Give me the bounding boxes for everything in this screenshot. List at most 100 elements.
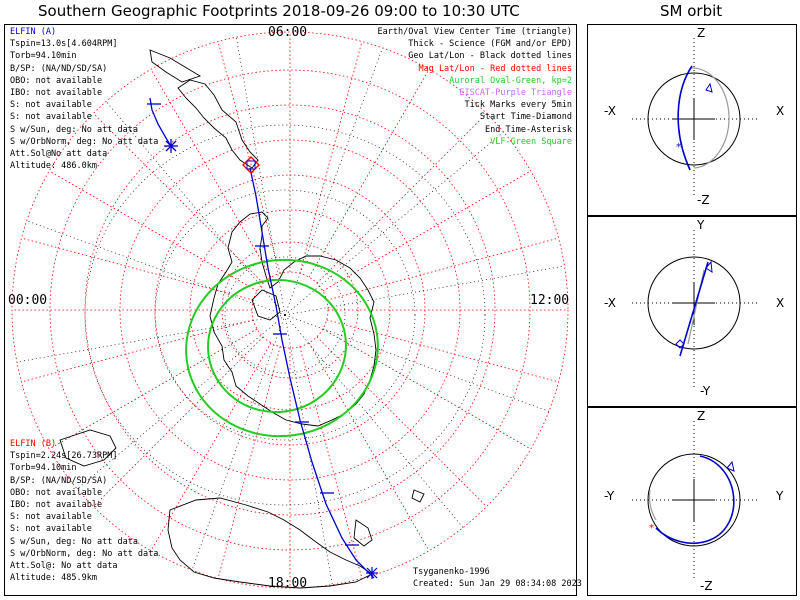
geo-meridian — [232, 32, 286, 316]
sm-panel-xz — [587, 24, 797, 216]
info-line: Tspin=13.0s[4.604RPM] — [10, 39, 118, 50]
legend-entry: End Time-Asterisk — [485, 124, 572, 135]
mag-spoke — [49, 328, 258, 450]
end-asterisk-marker — [164, 139, 178, 153]
mag-spokes — [12, 32, 568, 588]
info-line: OBO: not available — [10, 487, 103, 498]
info-line: Att.Sol@No att data — [10, 149, 108, 160]
start-diamond-marker — [242, 156, 260, 174]
satellite-b-info: ELFIN (B) Tspin=2.24s[26.73RPM] Torb=94.… — [10, 438, 158, 584]
mag-spoke — [322, 170, 531, 292]
antarctica-coast — [209, 211, 377, 427]
info-line: Torb=94.10min — [10, 463, 77, 474]
sm-orbit-xz: * — [632, 38, 758, 197]
axis-label: X — [776, 104, 785, 118]
map-legend: Earth/Oval View Center Time (triangle) T… — [378, 26, 572, 148]
track-tick-marks — [147, 103, 359, 546]
sm-panel-xy — [587, 216, 797, 407]
info-line: Tspin=2.24s[26.73RPM] — [10, 451, 118, 462]
axis-label: -X — [604, 296, 616, 310]
mag-spoke — [299, 41, 363, 274]
legend-entry: Start Time-Diamond — [479, 112, 572, 123]
geo-meridian — [181, 314, 286, 588]
mag-spoke — [308, 69, 430, 278]
info-line: B/SP: (NA/ND/SD/SA) — [10, 63, 108, 74]
mag-spoke — [326, 237, 559, 301]
south-america-coast — [177, 79, 259, 169]
axis-label: Y — [697, 218, 705, 232]
mag-spoke — [150, 342, 272, 551]
auroral-oval — [185, 258, 379, 438]
antarctica-inner — [251, 289, 281, 321]
info-line: Altitude: 485.9km — [10, 573, 97, 584]
mag-spoke — [150, 69, 272, 278]
satellite-a-name: ELFIN (A) — [10, 27, 57, 37]
info-line: S: not available — [10, 100, 92, 111]
svg-text:*: * — [676, 142, 681, 153]
mag-spoke — [93, 336, 264, 507]
mag-spoke — [217, 346, 281, 579]
axis-label: -Z — [700, 579, 713, 593]
geo-meridian — [12, 314, 286, 368]
legend-entry: Geo Lat/Lon - Black dotted lines — [408, 51, 572, 62]
axis-label: -Y — [700, 384, 711, 398]
info-line: S w/Sun, deg: No att data — [10, 536, 138, 547]
mag-spoke — [49, 170, 258, 292]
info-line: S w/OrbNorm, deg: No att data — [10, 136, 159, 147]
footprint-map-panel — [4, 24, 577, 596]
legend-entry: Thick - Science (FGM and/or EPD) — [408, 39, 572, 50]
orbit-track-a — [249, 167, 375, 579]
axis-label: Y — [776, 489, 784, 503]
info-line: S: not available — [10, 512, 92, 523]
info-line: Torb=94.10min — [10, 51, 77, 62]
geo-meridian — [284, 314, 567, 419]
sm-orbit-title: SM orbit — [660, 2, 723, 20]
mag-spoke — [299, 346, 363, 579]
legend-entry: Earth/Oval View Center Time (triangle) — [377, 27, 572, 37]
mag-spoke — [21, 237, 254, 301]
axis-label: -Y — [604, 489, 615, 503]
satellite-a-info: ELFIN (A) Tspin=13.0s[4.604RPM] Torb=94.… — [10, 26, 158, 172]
info-line: B/SP: (NA/ND/SD/SA) — [10, 475, 108, 486]
south-america-coast-2 — [149, 49, 202, 83]
axis-label: X — [776, 296, 785, 310]
mag-spoke — [326, 319, 559, 383]
info-line: S: not available — [10, 112, 92, 123]
nz-coast — [353, 519, 373, 547]
svg-text:*: * — [649, 523, 654, 534]
end-asterisk-marker-b — [366, 567, 378, 579]
info-line: S: not available — [10, 524, 92, 535]
australia-coast — [167, 497, 373, 589]
legend-entry: Tick Marks every 5min — [464, 100, 572, 111]
info-line: OBO: not available — [10, 75, 103, 86]
info-line: S w/Sun, deg: No att data — [10, 124, 138, 135]
info-line: Altitude: 486.0km — [10, 161, 97, 172]
info-line: IBO: not available — [10, 500, 103, 511]
mag-spoke — [316, 336, 487, 507]
satellite-b-name: ELFIN (B) — [10, 439, 57, 449]
credit-block: Tsyganenko-1996 Created: Sun Jan 29 08:3… — [413, 566, 582, 590]
island-1 — [411, 489, 425, 503]
mag-spoke — [217, 41, 281, 274]
legend-entry: Mag Lat/Lon - Red dotted lines — [418, 63, 572, 74]
geo-meridian — [284, 33, 389, 316]
time-label-right: 12:00 — [530, 293, 570, 308]
mag-spoke — [308, 342, 430, 551]
sm-panel-yz — [587, 407, 797, 596]
sm-orbit-xy — [632, 230, 758, 388]
time-label-bottom: 18:00 — [268, 576, 308, 591]
model-name: Tsyganenko-1996 — [413, 567, 490, 577]
legend-entry: Auroral Oval-Green, kp=2 — [449, 75, 572, 86]
geo-meridian — [284, 122, 516, 316]
legend-entry: VLF-Green Square — [490, 136, 572, 147]
axis-label: -Z — [697, 193, 710, 207]
mag-spoke — [316, 113, 487, 284]
mag-spoke — [322, 328, 531, 450]
africa-coast — [59, 429, 117, 467]
time-label-left: 00:00 — [8, 293, 48, 308]
info-line: IBO: not available — [10, 88, 103, 99]
legend-entry: EISCAT-Purple Triangle — [459, 88, 572, 99]
geo-grid — [12, 32, 568, 588]
created-timestamp: Created: Sun Jan 29 08:34:08 2023 — [413, 579, 582, 589]
